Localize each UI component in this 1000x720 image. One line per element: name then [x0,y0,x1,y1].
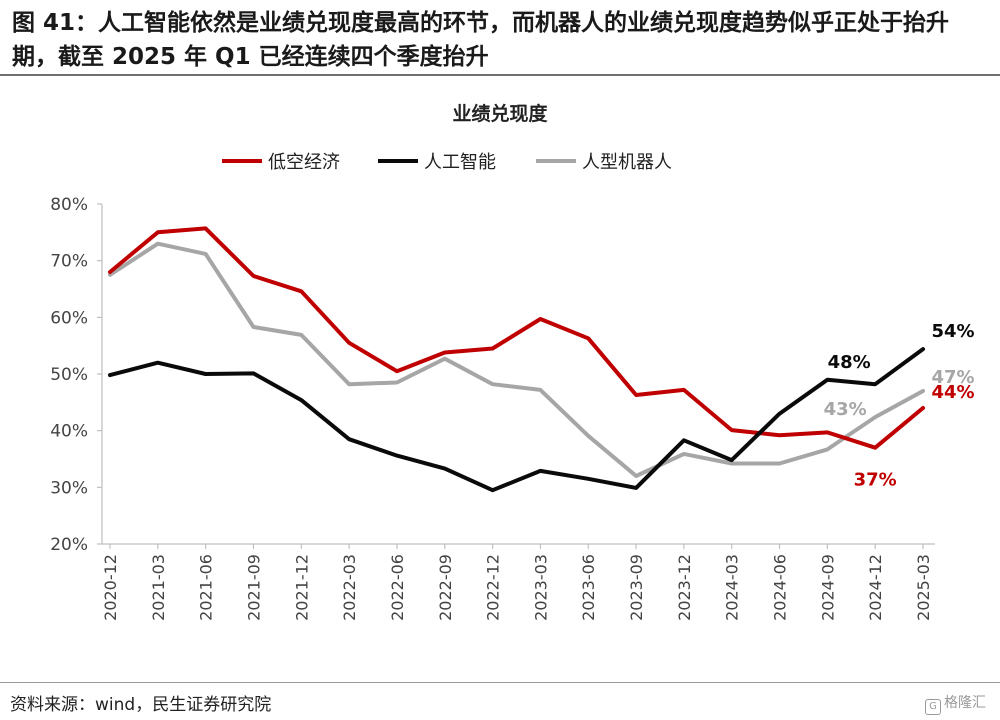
x-tick-label: 2024-06 [771,554,790,621]
y-tick-label: 20% [50,535,88,555]
watermark: G 格隆汇 [925,692,986,715]
x-tick-label: 2022-12 [484,554,503,621]
x-tick-label: 2022-09 [436,554,455,621]
line-chart: 业绩兑现度 低空经济 人工智能 人型机器人 20% 30% 40% 50% 60% 70% 80… [50,102,975,621]
chart-data-labels: 37% 44% 48% 54% 43% 47% [824,321,975,491]
x-tick-label: 2023-09 [627,554,646,621]
y-tick-label: 40% [50,422,88,442]
data-label: 44% [931,382,974,403]
series-line-0 [108,226,925,450]
source-note: 资料来源：wind，民生证券研究院 [10,695,272,715]
x-tick-label: 2023-12 [675,554,694,621]
legend-label-2: 人型机器人 [582,152,672,173]
x-tick-label: 2025-03 [914,554,933,621]
x-tick-label: 2021-03 [149,554,168,621]
data-label: 47% [931,367,974,388]
y-tick-label: 80% [50,195,88,215]
x-tick-label: 2023-03 [531,554,550,621]
x-tick-label: 2022-06 [388,554,407,621]
y-tick-label: 30% [50,478,88,498]
y-tick-label: 60% [50,308,88,328]
data-label: 54% [931,321,974,342]
chart-title: 业绩兑现度 [452,102,548,125]
y-tick-label: 70% [50,252,88,272]
footer-divider [0,682,1000,683]
series-line-1 [108,347,925,493]
x-tick-label: 2022-03 [340,554,359,621]
title-divider [0,74,1000,76]
chart-axes: 20% 30% 40% 50% 60% 70% 80% 2020-12 2021-03 2021-… [50,195,935,621]
data-label: 37% [854,470,897,491]
series-line-2 [108,241,925,478]
x-tick-label: 2023-06 [579,554,598,621]
x-tick-label: 2021-12 [292,554,311,621]
data-label: 48% [828,352,871,373]
x-tick-label: 2024-12 [866,554,885,621]
x-tick-label: 2021-06 [197,554,216,621]
watermark-logo-icon: G [925,699,941,715]
watermark-text: 格隆汇 [944,695,986,711]
x-tick-label: 2024-03 [723,554,742,621]
chart-series [108,226,925,493]
chart-legend: 低空经济 人工智能 人型机器人 [222,152,672,173]
data-label: 43% [824,399,867,420]
x-tick-label: 2021-09 [244,554,263,621]
legend-label-1: 人工智能 [424,152,496,173]
legend-label-0: 低空经济 [268,152,340,173]
y-tick-label: 50% [50,365,88,385]
x-tick-label: 2020-12 [101,554,120,621]
x-tick-label: 2024-09 [818,554,837,621]
figure-title: 图 41：人工智能依然是业绩兑现度最高的环节，而机器人的业绩兑现度趋势似乎正处于… [12,10,950,70]
